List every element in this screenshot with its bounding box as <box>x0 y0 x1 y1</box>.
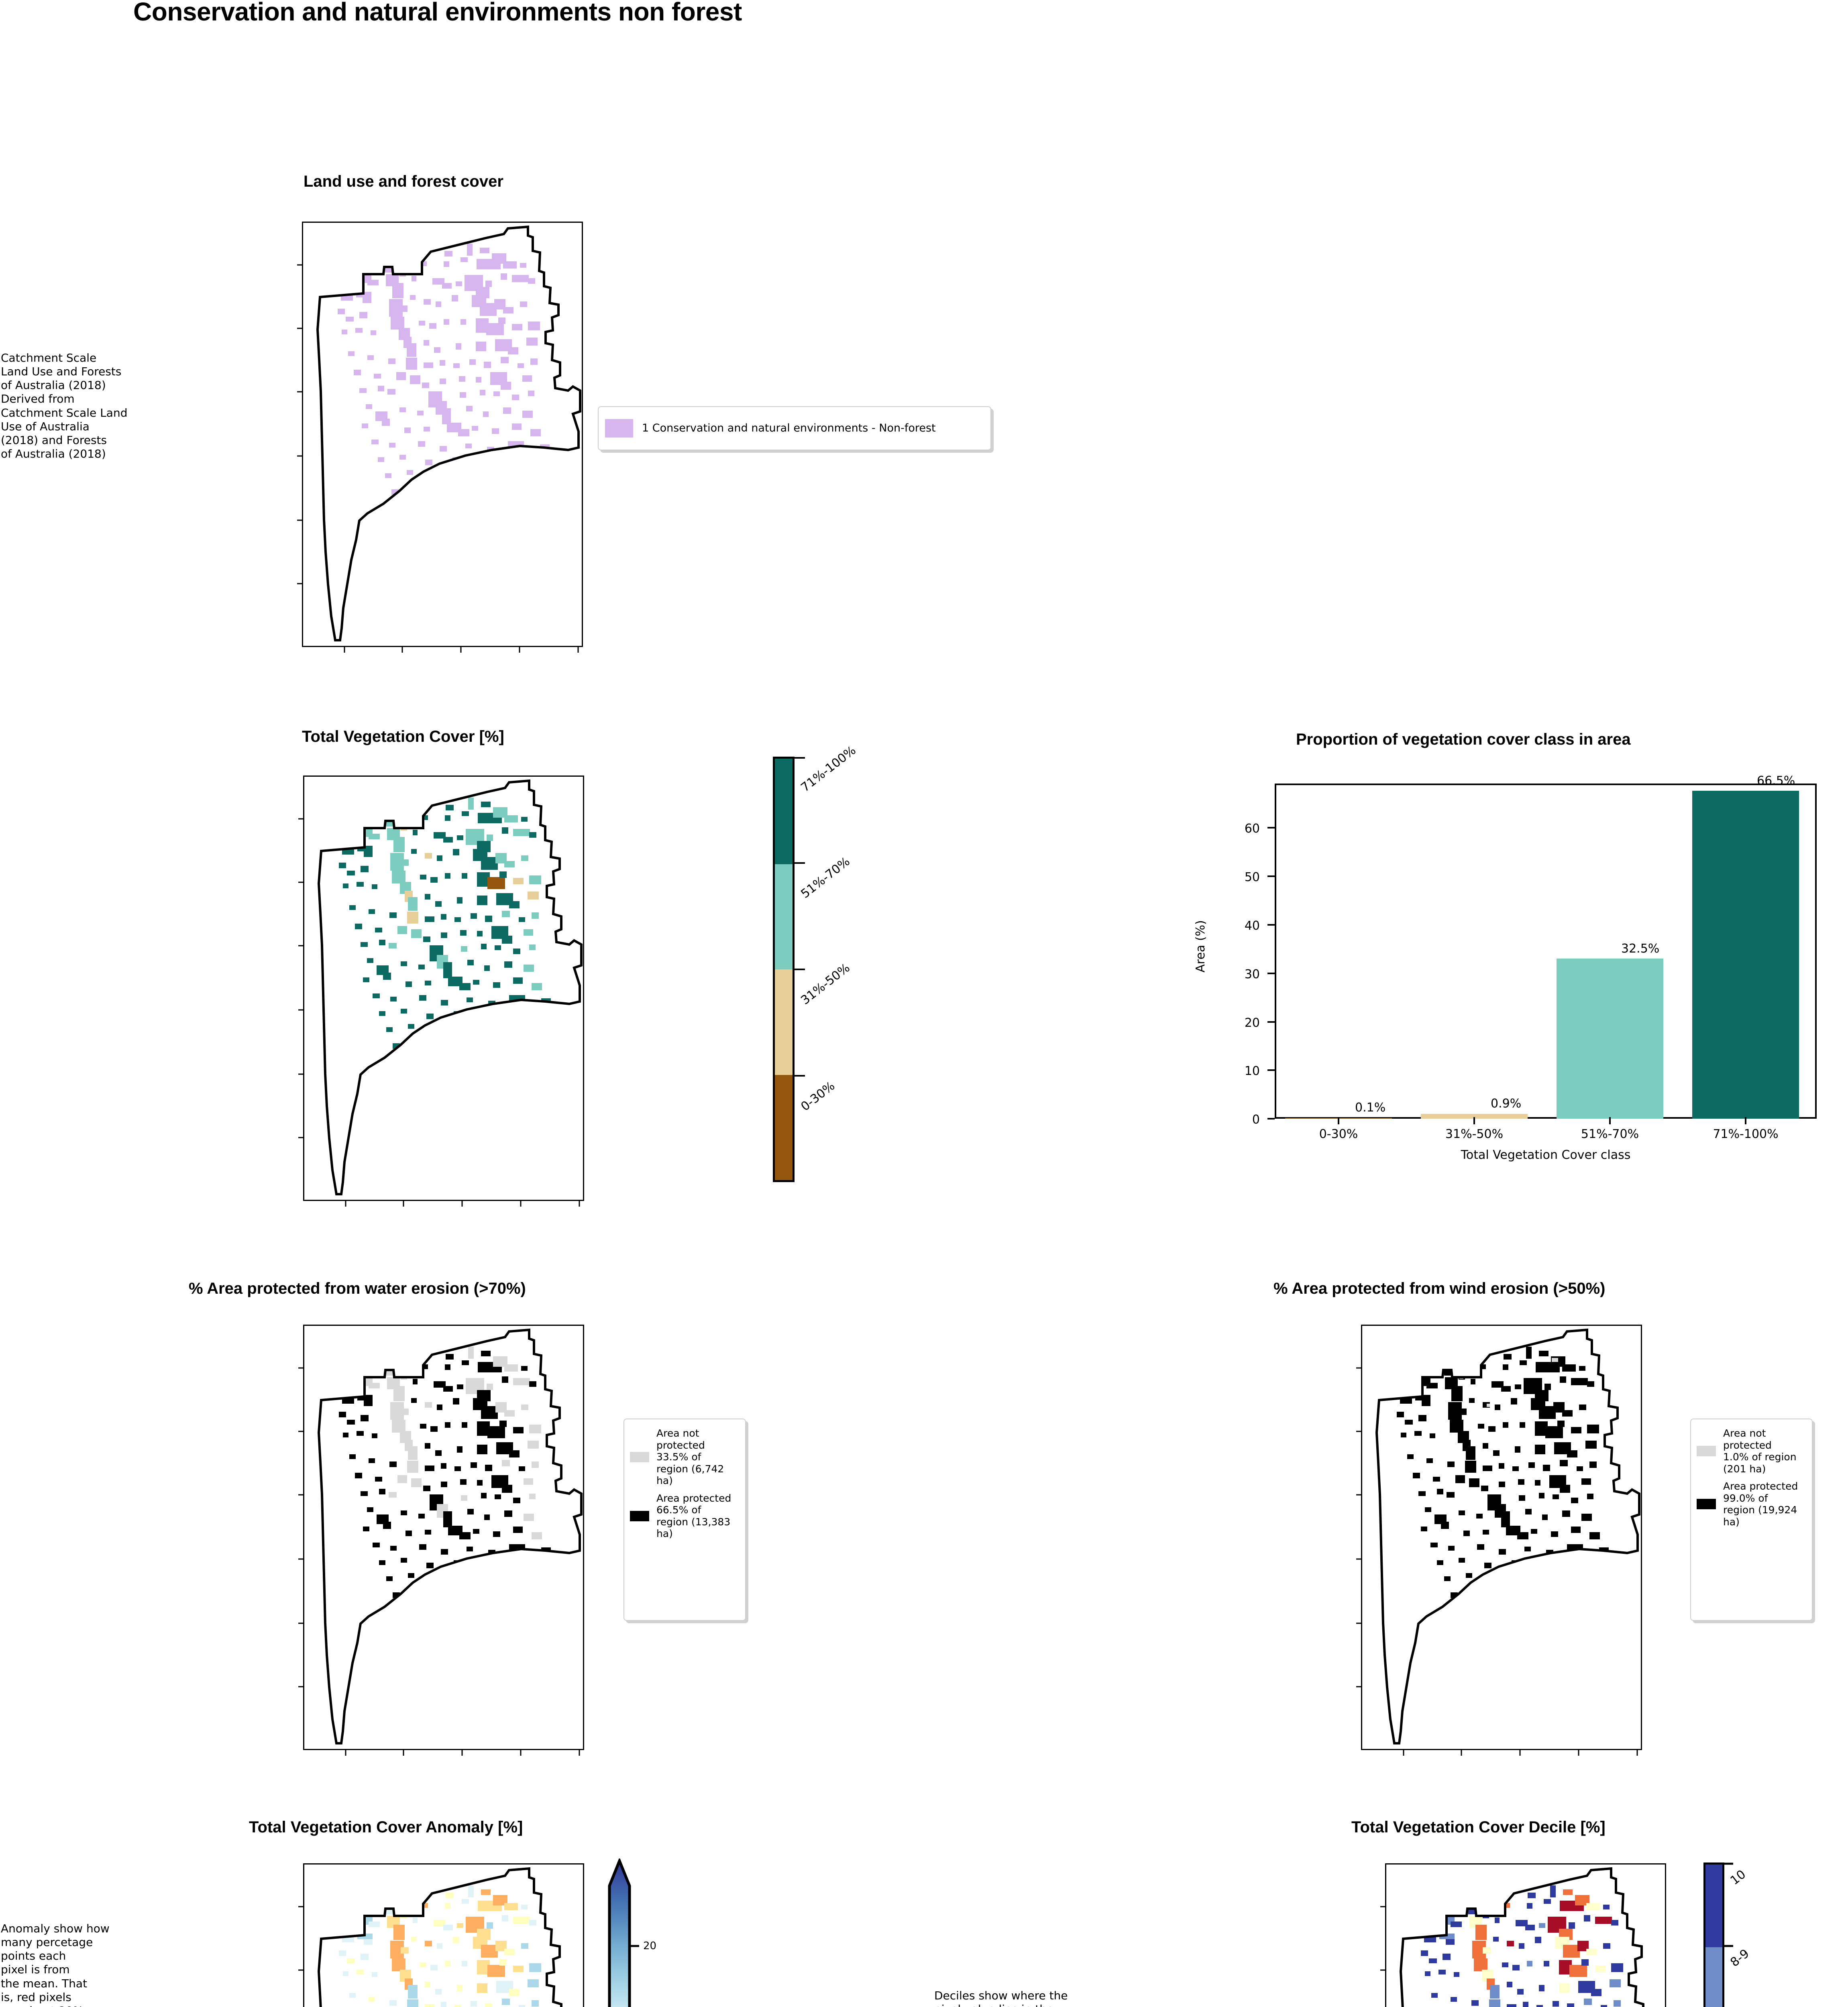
vegcover-map-canvas <box>317 779 583 1195</box>
y-tick-label: 10 <box>1244 1064 1260 1078</box>
wind-erosion-axis-ticks <box>1351 1325 1363 1752</box>
wind-erosion-legend: Area not protected 1.0% of region (201 h… <box>1690 1419 1813 1621</box>
page-title: Conservation and natural environments no… <box>133 0 742 26</box>
bar-1 <box>1421 1114 1528 1119</box>
water-erosion-map-title: % Area protected from water erosion (>70… <box>189 1280 526 1297</box>
vegcover-colorbar-label: 71%-100% <box>798 743 859 795</box>
not-protected-label: Area not protected 1.0% of region (201 h… <box>1723 1427 1797 1475</box>
protected-swatch <box>1697 1499 1716 1509</box>
anomaly-region-pixels <box>328 1885 541 2007</box>
bar-3 <box>1692 791 1799 1119</box>
not-protected-swatch <box>630 1451 649 1462</box>
landuse-map-title: Land use and forest cover <box>304 173 503 190</box>
y-tick-label: 0 <box>1252 1113 1260 1127</box>
bar-2 <box>1557 959 1663 1119</box>
y-tick-label: 30 <box>1244 967 1260 981</box>
decile-region-pixels <box>1410 1885 1623 2007</box>
bar-value-label: 66.5% <box>1757 774 1795 788</box>
legend-item: 1 Conservation and natural environments … <box>605 412 984 445</box>
colorbar-segment <box>775 1075 793 1180</box>
y-tick-label: 40 <box>1244 919 1260 933</box>
bar-chart-title: Proportion of vegetation cover class in … <box>1296 731 1631 748</box>
decile-colorbar <box>1703 1862 1724 2007</box>
colorbar-segment <box>1705 1865 1722 1947</box>
landuse-source-note: Catchment Scale Land Use and Forests of … <box>1 351 128 461</box>
region-boundary <box>316 225 581 641</box>
wind-erosion-map-axes <box>1361 1325 1642 1750</box>
bar-value-label: 0.1% <box>1355 1101 1386 1115</box>
y-tick-label: 50 <box>1244 870 1260 884</box>
water-erosion-axis-ticks <box>293 1325 306 1752</box>
vegcover-map-axes <box>303 776 584 1201</box>
x-tick-label: 31%-50% <box>1445 1127 1504 1141</box>
wind-erosion-map-canvas <box>1375 1328 1640 1744</box>
vegcover-axis-ticks-bottom <box>303 1199 586 1209</box>
not-protected-label: Area not protected 33.5% of region (6,74… <box>656 1427 724 1486</box>
region-boundary <box>317 779 583 1195</box>
water-erosion-map-canvas <box>317 1328 583 1744</box>
water-erosion-axis-ticks-bottom <box>303 1748 586 1758</box>
landuse-legend-label: 1 Conservation and natural environments … <box>642 422 936 435</box>
landuse-legend-swatch <box>605 419 633 438</box>
decile-note: Deciles show where the pixel value lies … <box>934 1989 1068 2007</box>
bar-value-label: 0.9% <box>1491 1097 1522 1111</box>
decile-colorbar-ticks <box>1724 1862 1735 2007</box>
landuse-axis-ticks <box>292 222 304 649</box>
vegcover-map-title: Total Vegetation Cover [%] <box>302 728 504 745</box>
legend-item: Area protected 99.0% of region (19,924 h… <box>1691 1480 1808 1528</box>
colorbar-segment <box>775 969 793 1075</box>
not-protected-swatch <box>1697 1446 1716 1456</box>
protected-label: Area protected 99.0% of region (19,924 h… <box>1723 1480 1798 1528</box>
region-boundary <box>1399 1867 1644 2007</box>
legend-item: Area not protected 1.0% of region (201 h… <box>1691 1427 1808 1475</box>
region-boundary <box>317 1328 583 1744</box>
decile-axis-ticks <box>1375 1863 1388 2007</box>
colorbar-segment <box>1705 1947 1722 2007</box>
region-boundary <box>1375 1328 1640 1744</box>
landuse-map-canvas <box>316 225 581 641</box>
region-boundary <box>317 1867 562 2007</box>
protected-swatch <box>630 1510 649 1521</box>
anomaly-colorbar-body <box>608 1858 631 2007</box>
vegcover-axis-ticks <box>293 776 306 1203</box>
legend-item: Area protected 66.5% of region (13,383 h… <box>624 1492 741 1540</box>
landuse-axis-ticks-bottom <box>302 645 585 655</box>
decile-map-axes <box>1385 1863 1666 2007</box>
landuse-map-axes <box>302 222 583 647</box>
anomaly-map-title: Total Vegetation Cover Anomaly [%] <box>249 1818 523 1836</box>
y-tick-label: 60 <box>1244 822 1260 836</box>
bar-chart-x-axis <box>1338 1117 1746 1124</box>
anomaly-colorbar-ticks <box>630 1858 641 2007</box>
vegcover-colorbar <box>773 757 795 1182</box>
colorbar-segment <box>775 864 793 969</box>
x-axis-label: Total Vegetation Cover class <box>1461 1148 1631 1162</box>
bar-value-label: 32.5% <box>1621 942 1660 956</box>
y-tick-label: 20 <box>1244 1016 1260 1030</box>
vegcover-colorbar-ticks <box>795 757 807 1183</box>
bar-chart: 0 10 20 30 40 50 60 Area (%) 0.1% 0.9% 3… <box>1182 767 1821 1168</box>
anomaly-map-canvas <box>317 1867 562 2007</box>
anomaly-tick-label: 20 <box>643 1940 657 1952</box>
x-tick-label: 71%-100% <box>1713 1127 1779 1141</box>
y-axis-label: Area (%) <box>1193 920 1208 973</box>
anomaly-note: Anomaly show how many percetage points e… <box>1 1922 110 2007</box>
bar-chart-y-axis <box>1267 827 1275 1120</box>
landuse-legend: 1 Conservation and natural environments … <box>598 406 991 450</box>
water-erosion-legend: Area not protected 33.5% of region (6,74… <box>623 1419 746 1621</box>
anomaly-axis-ticks <box>293 1863 306 2007</box>
colorbar-segment <box>775 759 793 864</box>
x-tick-label: 51%-70% <box>1581 1127 1639 1141</box>
decile-map-canvas <box>1399 1867 1644 2007</box>
legend-item: Area not protected 33.5% of region (6,74… <box>624 1427 741 1487</box>
x-tick-label: 0-30% <box>1319 1127 1358 1141</box>
anomaly-map-axes <box>303 1863 584 2007</box>
protected-label: Area protected 66.5% of region (13,383 h… <box>656 1492 731 1540</box>
water-erosion-map-axes <box>303 1325 584 1750</box>
wind-erosion-axis-ticks-bottom <box>1361 1748 1644 1758</box>
anomaly-colorbar <box>605 1858 634 2007</box>
wind-erosion-map-title: % Area protected from wind erosion (>50%… <box>1273 1280 1606 1297</box>
decile-map-title: Total Vegetation Cover Decile [%] <box>1351 1818 1606 1836</box>
